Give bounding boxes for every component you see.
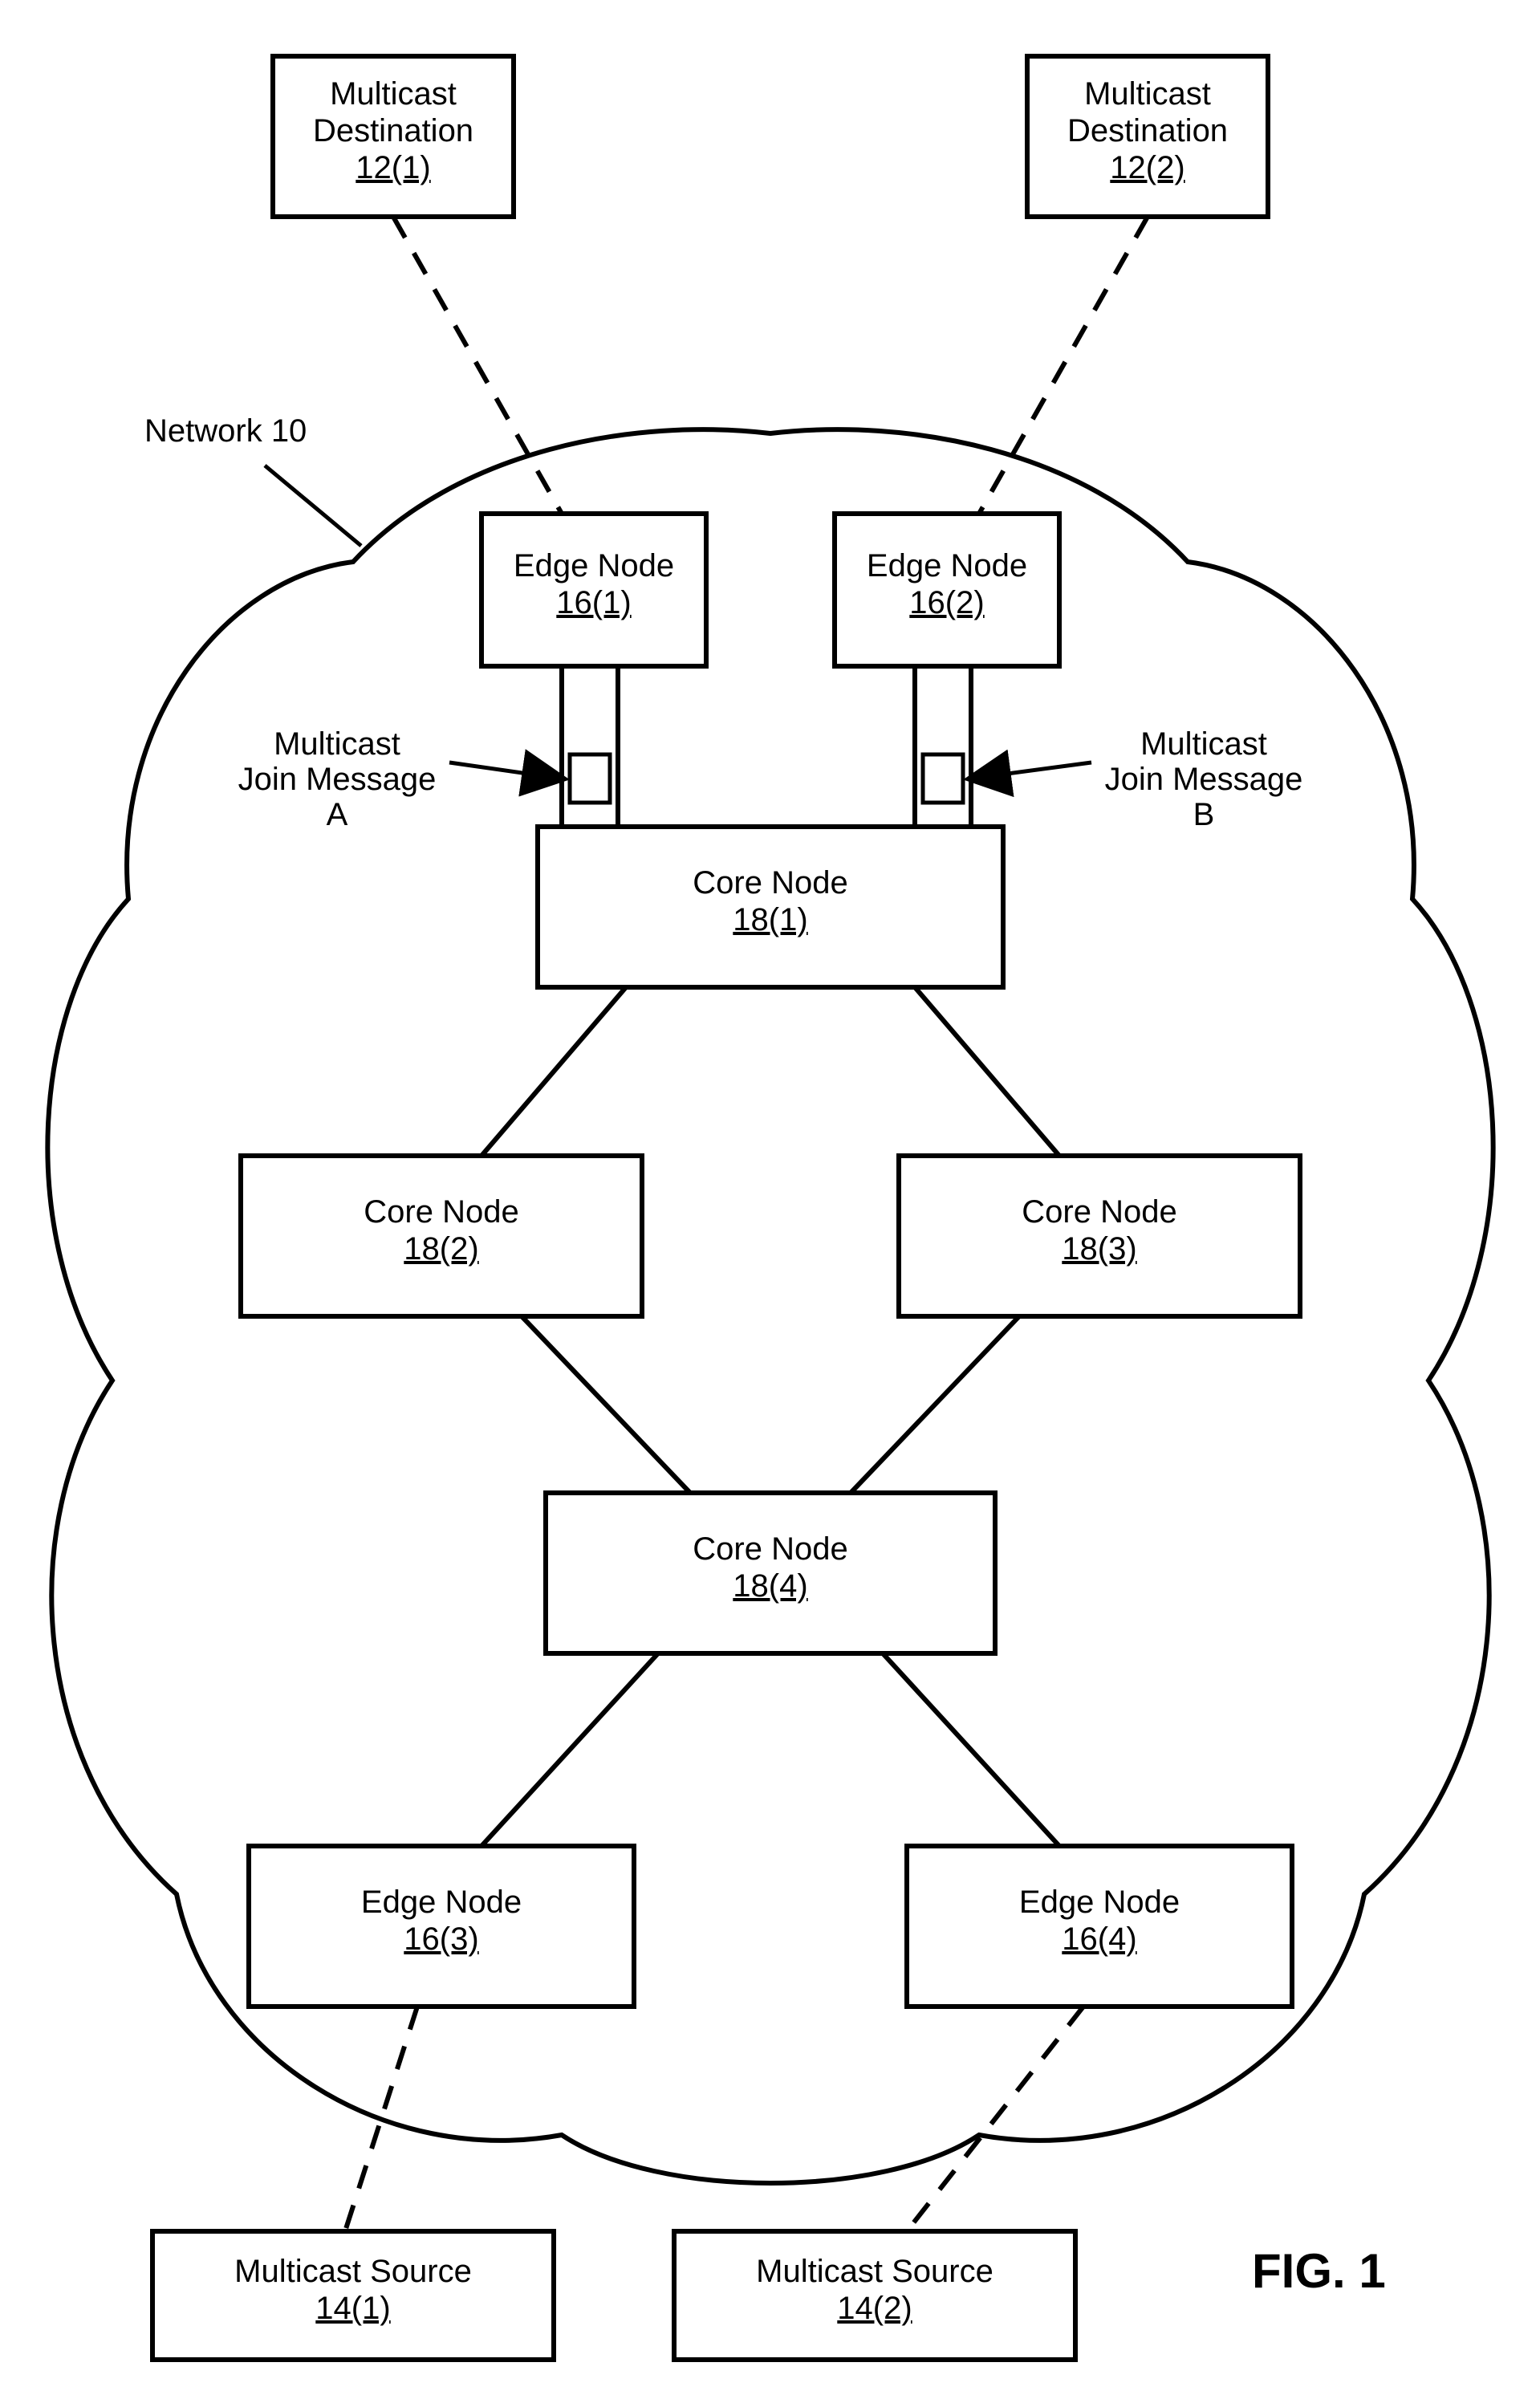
multicast-join-b-line2: B — [1193, 797, 1215, 832]
node-edge3-ref: 16(3) — [404, 1921, 478, 1957]
multicast-join-a-line0: Multicast — [274, 726, 400, 762]
network-label-pointer — [265, 466, 361, 546]
node-dest1-ref: 12(1) — [356, 150, 430, 185]
node-dest1-line0: Multicast — [330, 76, 457, 112]
node-core1-line0: Core Node — [693, 865, 847, 901]
node-edge2-line0: Edge Node — [867, 548, 1027, 584]
node-core3-ref: 18(3) — [1062, 1231, 1136, 1267]
packet-pktB — [923, 754, 963, 803]
node-src2-ref: 14(2) — [837, 2291, 912, 2326]
node-core3-line0: Core Node — [1022, 1194, 1176, 1230]
node-dest2-line1: Destination — [1067, 113, 1228, 148]
node-core2-line0: Core Node — [364, 1194, 518, 1230]
network-label: Network 10 — [144, 413, 307, 449]
node-core2-ref: 18(2) — [404, 1231, 478, 1267]
multicast-join-b-line1: Join Message — [1105, 762, 1303, 797]
node-src2-line0: Multicast Source — [756, 2254, 993, 2289]
node-edge1-ref: 16(1) — [556, 585, 631, 620]
node-edge4-ref: 16(4) — [1062, 1921, 1136, 1957]
node-src1-ref: 14(1) — [315, 2291, 390, 2326]
node-edge1-line0: Edge Node — [514, 548, 674, 584]
multicast-join-b-line0: Multicast — [1140, 726, 1267, 762]
node-dest2-line0: Multicast — [1084, 76, 1211, 112]
multicast-join-a-line1: Join Message — [238, 762, 437, 797]
multicast-join-a-line2: A — [327, 797, 348, 832]
node-src1-line0: Multicast Source — [234, 2254, 472, 2289]
node-core4-line0: Core Node — [693, 1531, 847, 1567]
node-edge2-ref: 16(2) — [909, 585, 984, 620]
node-dest2-ref: 12(2) — [1110, 150, 1184, 185]
node-edge4-line0: Edge Node — [1019, 1885, 1180, 1920]
node-edge3-line0: Edge Node — [361, 1885, 522, 1920]
node-dest1-line1: Destination — [313, 113, 473, 148]
network-diagram: MulticastDestination12(1)MulticastDestin… — [0, 0, 1540, 2395]
node-core1-ref: 18(1) — [733, 902, 807, 937]
packet-pktA — [570, 754, 610, 803]
figure-caption: FIG. 1 — [1252, 2244, 1386, 2298]
node-core4-ref: 18(4) — [733, 1568, 807, 1604]
